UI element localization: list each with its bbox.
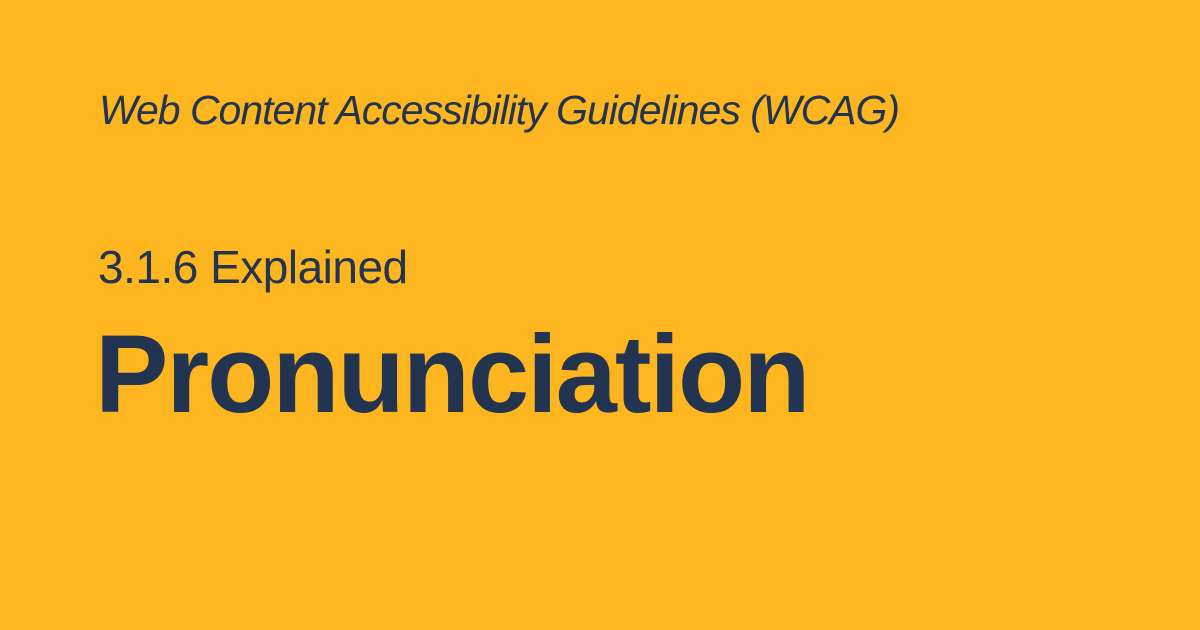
- criterion-label: 3.1.6 Explained: [98, 241, 408, 293]
- subtitle: Web Content Accessibility Guidelines (WC…: [99, 87, 900, 133]
- page-title: Pronunciation: [95, 313, 810, 436]
